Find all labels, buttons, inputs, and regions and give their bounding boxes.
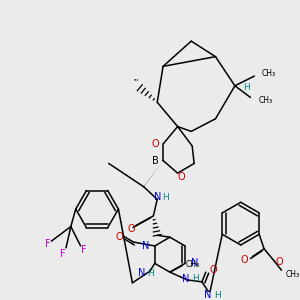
Text: F: F xyxy=(81,245,86,255)
Polygon shape xyxy=(143,160,163,187)
Text: O: O xyxy=(241,254,248,265)
Text: CH₃: CH₃ xyxy=(258,96,272,105)
Text: CH₃: CH₃ xyxy=(285,270,300,279)
Text: N: N xyxy=(142,241,149,251)
Text: O: O xyxy=(127,224,135,234)
Text: H: H xyxy=(163,193,170,202)
Text: CH₃: CH₃ xyxy=(262,69,276,78)
Text: N: N xyxy=(154,192,161,203)
Text: O: O xyxy=(115,232,123,242)
Text: H: H xyxy=(214,291,221,300)
Text: N: N xyxy=(182,274,189,284)
Text: H: H xyxy=(243,83,249,92)
Text: N: N xyxy=(204,290,212,300)
Text: O: O xyxy=(276,257,283,267)
Text: N: N xyxy=(138,268,146,278)
Text: ''': ''' xyxy=(133,78,139,84)
Text: CH₃: CH₃ xyxy=(185,260,200,269)
Text: F: F xyxy=(60,249,66,259)
Text: O: O xyxy=(152,139,159,149)
Text: O: O xyxy=(178,172,185,182)
Text: B: B xyxy=(152,155,159,166)
Text: F: F xyxy=(45,239,50,249)
Text: O: O xyxy=(210,265,217,275)
Text: H: H xyxy=(148,268,154,278)
Text: H: H xyxy=(192,274,199,284)
Text: N: N xyxy=(191,258,198,268)
